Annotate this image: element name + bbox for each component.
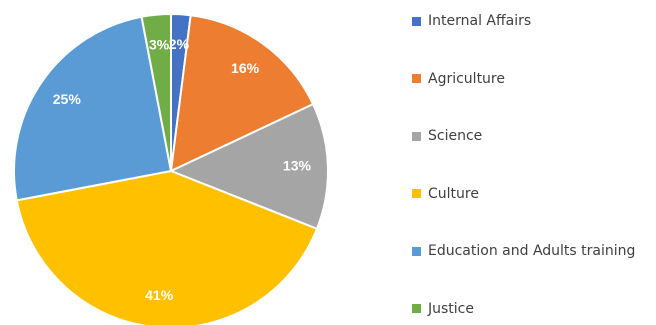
legend-swatch — [412, 304, 421, 314]
legend-swatch — [412, 246, 421, 256]
legend-swatch — [412, 16, 421, 26]
pie-slice-justice — [140, 13, 172, 172]
legend-swatch — [412, 74, 421, 84]
pie-slice-education-and-adults-training — [13, 15, 172, 202]
pie-slice-culture — [15, 170, 318, 325]
data-label-education-and-adults-training: 25% — [53, 91, 82, 107]
legend-label: Internal Affairs — [428, 13, 532, 29]
legend-label: Education and Adults training — [428, 243, 636, 260]
pie-slices — [13, 13, 329, 325]
legend-label: Agriculture — [428, 70, 505, 87]
data-label-culture: 41% — [145, 287, 174, 303]
data-label-internal-affairs: 2% — [169, 36, 190, 52]
legend-item-education-and-adults-training: Education and Adults training — [412, 240, 656, 262]
data-label-science: 13% — [283, 158, 312, 174]
data-label-agriculture: 16% — [231, 60, 260, 76]
pie-plot-area: 2% 16% 13% 41% 25% 3% — [13, 13, 329, 325]
pie-data-labels: 2% 16% 13% 41% 25% 3% — [53, 36, 312, 303]
legend-label: Justice — [428, 300, 474, 317]
chart-legend: Internal Affairs Agriculture Science Cul… — [412, 10, 656, 320]
legend-item-internal-affairs: Internal Affairs — [412, 10, 656, 32]
pie-slice-agriculture — [170, 14, 315, 172]
data-label-justice: 3% — [149, 36, 170, 52]
legend-swatch — [412, 131, 421, 141]
legend-swatch — [412, 189, 421, 199]
legend-item-science: Science — [412, 125, 656, 147]
legend-item-justice: Justice — [412, 298, 656, 320]
pie-slice-science — [170, 103, 329, 230]
legend-item-culture: Culture — [412, 183, 656, 205]
legend-item-agriculture: Agriculture — [412, 68, 656, 90]
legend-label: Culture — [428, 185, 479, 202]
legend-label: Science — [428, 128, 483, 145]
